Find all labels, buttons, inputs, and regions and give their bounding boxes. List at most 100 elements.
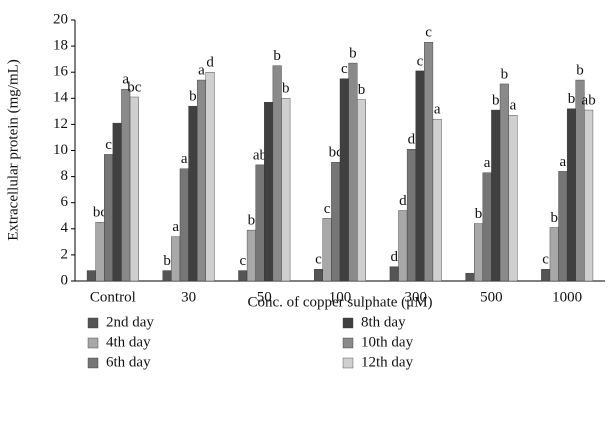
annotation: ab bbox=[253, 147, 267, 163]
x-axis-label: Conc. of copper sulphate (μM) bbox=[247, 294, 432, 310]
annotation: b bbox=[550, 210, 558, 226]
bar bbox=[205, 71, 215, 282]
bar bbox=[95, 222, 105, 282]
legend-label: 2nd day bbox=[106, 314, 154, 330]
annotation: a bbox=[198, 62, 205, 78]
annotation: b bbox=[282, 81, 290, 97]
y-tick-label: 0 bbox=[61, 272, 69, 288]
annotation: b bbox=[248, 213, 256, 229]
legend-label: 6th day bbox=[106, 354, 151, 370]
annotation: a bbox=[484, 155, 491, 171]
annotation: bc bbox=[329, 145, 344, 161]
annotation: b bbox=[358, 82, 366, 98]
y-tick-label: 12 bbox=[53, 116, 68, 132]
bar bbox=[86, 270, 96, 282]
annotation: c bbox=[105, 137, 112, 153]
annotation: d bbox=[408, 132, 416, 148]
bar bbox=[272, 65, 282, 282]
annotation: d bbox=[399, 193, 407, 209]
bar bbox=[499, 83, 509, 282]
bar bbox=[415, 70, 425, 282]
annotation: c bbox=[542, 252, 549, 268]
bar bbox=[424, 41, 434, 282]
bar bbox=[162, 270, 172, 282]
y-tick-label: 10 bbox=[53, 142, 68, 158]
legend-label: 8th day bbox=[361, 314, 406, 330]
y-axis-label: Extracellular protein (mg/mL) bbox=[5, 59, 21, 241]
annotation: a bbox=[434, 102, 441, 118]
annotation: a bbox=[560, 154, 567, 170]
bar bbox=[508, 115, 518, 282]
bar bbox=[121, 88, 131, 282]
y-tick-label: 14 bbox=[53, 90, 69, 106]
annotation: c bbox=[315, 252, 322, 268]
bar bbox=[179, 168, 189, 282]
bar bbox=[112, 122, 122, 282]
legend-swatch bbox=[342, 337, 354, 349]
bar bbox=[129, 96, 139, 282]
annotation: c bbox=[341, 61, 348, 77]
legend-swatch bbox=[87, 337, 99, 349]
y-tick-label: 6 bbox=[61, 194, 69, 210]
legend-swatch bbox=[342, 317, 354, 329]
bar bbox=[432, 118, 442, 282]
y-tick-label: 4 bbox=[61, 220, 69, 236]
annotation: ab bbox=[582, 92, 596, 108]
annotation: c bbox=[425, 25, 432, 41]
annotation: c bbox=[239, 253, 246, 269]
bar bbox=[314, 269, 324, 282]
bar bbox=[389, 266, 399, 282]
bar bbox=[281, 98, 291, 282]
bar bbox=[104, 154, 114, 282]
annotation: b bbox=[501, 66, 509, 82]
bar bbox=[482, 172, 492, 282]
annotation: a bbox=[181, 151, 188, 167]
x-tick-label: 500 bbox=[480, 289, 503, 305]
bar bbox=[474, 223, 484, 282]
annotation: d bbox=[390, 249, 398, 265]
legend-label: 10th day bbox=[361, 334, 414, 350]
annotation: b bbox=[349, 46, 357, 62]
annotation: b bbox=[163, 253, 171, 269]
y-tick-label: 2 bbox=[61, 246, 69, 262]
annotation: d bbox=[206, 55, 214, 71]
annotation: b bbox=[492, 92, 500, 108]
legend-swatch bbox=[342, 357, 354, 369]
annotation: a bbox=[172, 219, 179, 235]
bar bbox=[566, 108, 576, 282]
legend-label: 4th day bbox=[106, 334, 151, 350]
x-tick-label: 300 bbox=[404, 289, 427, 305]
x-tick-label: 1000 bbox=[552, 289, 582, 305]
bar bbox=[584, 109, 594, 282]
bar bbox=[549, 227, 559, 282]
x-tick-label: 50 bbox=[257, 289, 272, 305]
y-tick-label: 20 bbox=[53, 11, 68, 27]
bar bbox=[348, 62, 358, 282]
annotation: c bbox=[324, 201, 331, 217]
bar bbox=[246, 229, 256, 282]
x-tick-label: 100 bbox=[329, 289, 352, 305]
annotation: bc bbox=[127, 79, 142, 95]
bar bbox=[398, 210, 408, 282]
annotation: b bbox=[576, 62, 584, 78]
bar bbox=[188, 105, 198, 282]
y-tick-label: 8 bbox=[61, 168, 69, 184]
bar bbox=[558, 171, 568, 282]
annotation: b bbox=[475, 206, 483, 222]
annotation: a bbox=[510, 98, 517, 114]
x-tick-label: Control bbox=[90, 289, 136, 305]
bar bbox=[331, 162, 341, 282]
annotation: a bbox=[122, 72, 129, 88]
legend-swatch bbox=[87, 317, 99, 329]
bar bbox=[339, 78, 349, 282]
bar bbox=[357, 99, 367, 282]
annotation: b bbox=[568, 91, 576, 107]
bar bbox=[406, 148, 416, 282]
x-tick-label: 30 bbox=[181, 289, 196, 305]
annotation: bc bbox=[93, 205, 108, 221]
bar bbox=[238, 270, 248, 282]
bar bbox=[491, 109, 501, 282]
annotation: b bbox=[273, 48, 281, 64]
annotation: c bbox=[417, 53, 424, 69]
bar bbox=[541, 269, 551, 282]
